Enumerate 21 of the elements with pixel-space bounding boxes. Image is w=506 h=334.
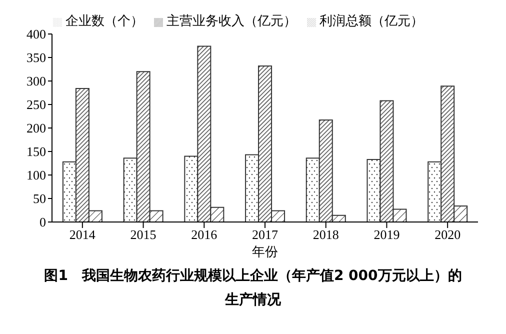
y-tick-label: 0 [40, 214, 46, 230]
y-tick-label: 200 [26, 120, 46, 136]
x-tick-label: 2014 [69, 227, 96, 242]
x-axis-title: 年份 [252, 244, 278, 259]
legend-label: 主营业务收入（亿元） [166, 13, 296, 28]
y-tick-label: 50 [33, 191, 46, 206]
x-tick-label: 2019 [374, 227, 400, 242]
y-tick-label: 400 [26, 26, 46, 42]
x-tick-label: 2016 [191, 227, 218, 242]
x-tick-label: 2020 [434, 227, 461, 242]
x-tick-label: 2018 [312, 227, 339, 242]
text: 图1 我国生物农药行业规模以上企业（年产值2 000万元以上）的生产情况 [43, 267, 463, 310]
x-tick-label: 2017 [252, 227, 278, 242]
legend-label: 企业数（个） [66, 13, 144, 28]
legend-label: 利润总额（亿元） [320, 13, 424, 28]
y-tick-label: 350 [26, 50, 46, 66]
y-tick-label: 250 [26, 97, 46, 112]
x-tick-label: 2015 [130, 227, 156, 242]
y-tick-label: 150 [26, 144, 46, 160]
y-tick-label: 100 [26, 168, 46, 183]
y-tick-label: 300 [26, 74, 46, 89]
